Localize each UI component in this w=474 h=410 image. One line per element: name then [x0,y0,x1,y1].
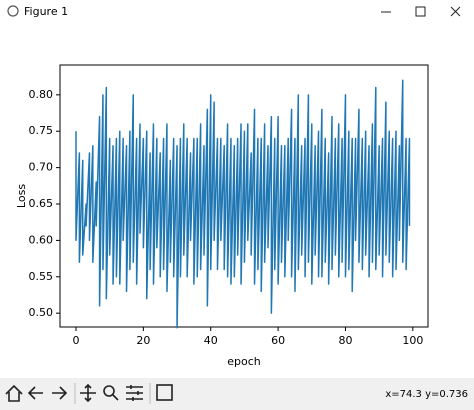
y-tick-label: 0.65 [29,197,54,210]
toolbar [0,378,474,410]
app-icon [7,5,19,17]
y-tick-label: 0.55 [29,270,54,283]
y-tick-label: 0.60 [29,233,54,246]
pan-button[interactable] [80,383,96,403]
x-tick-label: 60 [271,334,285,347]
forward-button[interactable] [52,386,68,400]
x-axis-label: epoch [227,355,261,368]
configure-button[interactable] [126,385,143,401]
data-line [75,79,411,329]
x-tick-label: 80 [338,334,352,347]
y-tick-label: 0.80 [29,88,54,101]
title-bar: Figure 1 [7,5,461,18]
close-button[interactable] [450,6,461,17]
window-title: Figure 1 [24,5,68,18]
home-button[interactable] [5,384,23,402]
x-tick-label: 0 [73,334,80,347]
plot: 0 20 40 60 80 100 0.50 0.55 0.60 0.65 0.70 0.75 0.80 [29,79,423,347]
save-button[interactable] [156,384,173,401]
zoom-button[interactable] [103,385,119,401]
y-tick-label: 0.70 [29,161,54,174]
x-tick-label: 40 [204,334,218,347]
back-button[interactable] [27,386,43,400]
y-axis-label: Loss [15,184,28,208]
maximize-button[interactable] [415,6,426,17]
y-tick-label: 0.75 [29,124,54,137]
x-tick-label: 20 [136,334,150,347]
x-tick-label: 100 [402,334,423,347]
toolbar-buttons [5,383,173,404]
status-text: x=74.3 y=0.736 [385,389,468,400]
y-tick-label: 0.50 [29,306,54,319]
